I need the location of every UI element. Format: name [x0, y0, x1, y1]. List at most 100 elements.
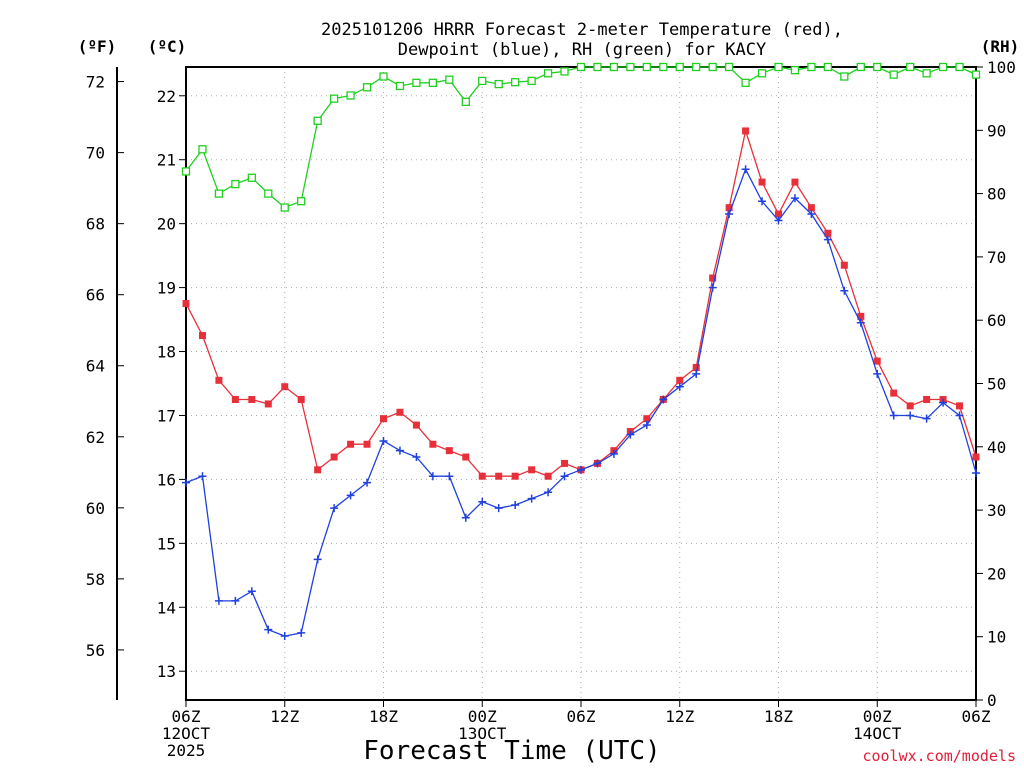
dewpoint-point-7 — [297, 628, 306, 637]
temperature-point-45 — [923, 395, 931, 403]
temperature-point-37 — [791, 178, 799, 186]
x-tick-label-42-1: 14OCT — [853, 724, 902, 743]
rh-point-48 — [971, 70, 981, 79]
rh-point-37 — [790, 66, 800, 75]
rh-point-35 — [757, 69, 767, 78]
rh-point-41 — [856, 62, 865, 72]
rh-point-7 — [297, 197, 306, 206]
temperature-point-17 — [462, 453, 470, 461]
dewpoint-point-19 — [494, 504, 503, 513]
dewpoint-point-0 — [182, 478, 190, 487]
dewpoint-point-42 — [873, 369, 882, 378]
temperature-point-28 — [643, 415, 651, 423]
rh-point-13 — [395, 81, 405, 91]
dewpoint-point-44 — [906, 411, 915, 420]
temperature-point-23 — [561, 459, 569, 467]
dewpoint-point-20 — [511, 500, 520, 509]
rh-tick-label-40: 40 — [987, 438, 1006, 457]
temperature-point-4 — [248, 395, 256, 403]
dewpoint-point-36 — [774, 216, 783, 225]
dewpoint-point-14 — [412, 453, 421, 462]
x-tick-label-30-0: 12Z — [665, 707, 694, 726]
x-tick-label-48-0: 06Z — [962, 707, 991, 726]
fahrenheit-tick-label-70: 70 — [86, 144, 105, 163]
rh-point-16 — [445, 75, 454, 84]
series-temperature — [182, 127, 980, 480]
dewpoint-point-15 — [428, 472, 437, 481]
rh-point-15 — [428, 78, 438, 87]
rh-point-2 — [214, 189, 224, 198]
chart-title-line-1: 2025101206 HRRR Forecast 2-meter Tempera… — [321, 20, 843, 40]
dewpoint-point-22 — [544, 488, 553, 497]
temperature-point-19 — [495, 472, 503, 480]
temperature-point-30 — [676, 376, 684, 384]
rh-point-36 — [774, 62, 783, 72]
temperature-point-20 — [511, 472, 519, 480]
temperature-point-35 — [758, 178, 766, 186]
dewpoint-point-11 — [363, 478, 372, 487]
celsius-tick-label-20: 20 — [157, 215, 176, 234]
fahrenheit-tick-label-60: 60 — [86, 499, 105, 518]
rh-point-47 — [955, 62, 964, 72]
temperature-point-6 — [281, 383, 289, 391]
rh-point-9 — [329, 94, 339, 103]
celsius-tick-label-21: 21 — [157, 151, 176, 170]
rh-tick-label-80: 80 — [987, 185, 1006, 204]
rh-point-19 — [494, 79, 503, 89]
dewpoint-point-5 — [264, 625, 273, 634]
rh-point-14 — [412, 78, 421, 87]
dewpoint-point-10 — [346, 491, 355, 500]
temperature-point-31 — [692, 364, 700, 372]
temperature-point-5 — [264, 400, 272, 408]
fahrenheit-tick-label-66: 66 — [86, 286, 105, 305]
rh-point-31 — [692, 62, 701, 72]
temperature-point-7 — [297, 395, 305, 403]
rh-tick-label-60: 60 — [987, 311, 1006, 330]
dewpoint-point-27 — [626, 430, 635, 439]
dewpoint-point-48 — [972, 469, 980, 478]
dewpoint-point-13 — [395, 446, 404, 455]
temperature-point-40 — [840, 261, 848, 269]
celsius-tick-label-15: 15 — [157, 534, 176, 553]
temperature-point-15 — [429, 440, 437, 448]
rh-point-32 — [708, 62, 717, 72]
fahrenheit-tick-label-56: 56 — [86, 641, 105, 660]
x-tick-label-18-0: 00Z — [468, 707, 497, 726]
temperature-point-14 — [412, 421, 420, 429]
temperature-point-33 — [725, 204, 733, 212]
dewpoint-point-3 — [231, 596, 240, 605]
rh-tick-label-20: 20 — [987, 564, 1006, 583]
dewpoint-point-6 — [280, 632, 289, 641]
rh-point-18 — [478, 76, 487, 86]
dewpoint-point-26 — [609, 449, 618, 458]
rh-point-11 — [362, 83, 372, 92]
dewpoint-point-1 — [198, 472, 207, 481]
temperature-point-8 — [314, 466, 322, 474]
x-axis-title: Forecast Time (UTC) — [363, 736, 660, 766]
rh-point-6 — [280, 203, 289, 212]
grid-lines — [186, 67, 976, 700]
temperature-point-13 — [396, 408, 404, 416]
rh-point-4 — [247, 173, 256, 182]
x-tick-label-36-0: 18Z — [764, 707, 793, 726]
celsius-tick-label-16: 16 — [157, 470, 176, 489]
temperature-point-10 — [347, 440, 355, 448]
rh-point-0 — [181, 167, 191, 176]
rh-point-10 — [346, 91, 355, 100]
temperature-point-38 — [807, 204, 815, 212]
temperature-point-47 — [956, 402, 964, 410]
x-tick-label-18-1: 13OCT — [458, 724, 507, 743]
rh-point-29 — [659, 62, 668, 72]
fahrenheit-tick-label-62: 62 — [86, 428, 105, 447]
dewpoint-point-34 — [741, 165, 750, 174]
rh-point-20 — [511, 78, 520, 87]
temperature-point-3 — [231, 395, 239, 403]
dewpoint-point-32 — [708, 283, 717, 292]
dewpoint-point-9 — [330, 504, 339, 513]
rh-point-46 — [938, 62, 948, 72]
temperature-point-22 — [544, 472, 552, 480]
data-series — [181, 62, 981, 641]
rh-tick-label-70: 70 — [987, 248, 1006, 267]
rh-tick-label-10: 10 — [987, 628, 1006, 647]
